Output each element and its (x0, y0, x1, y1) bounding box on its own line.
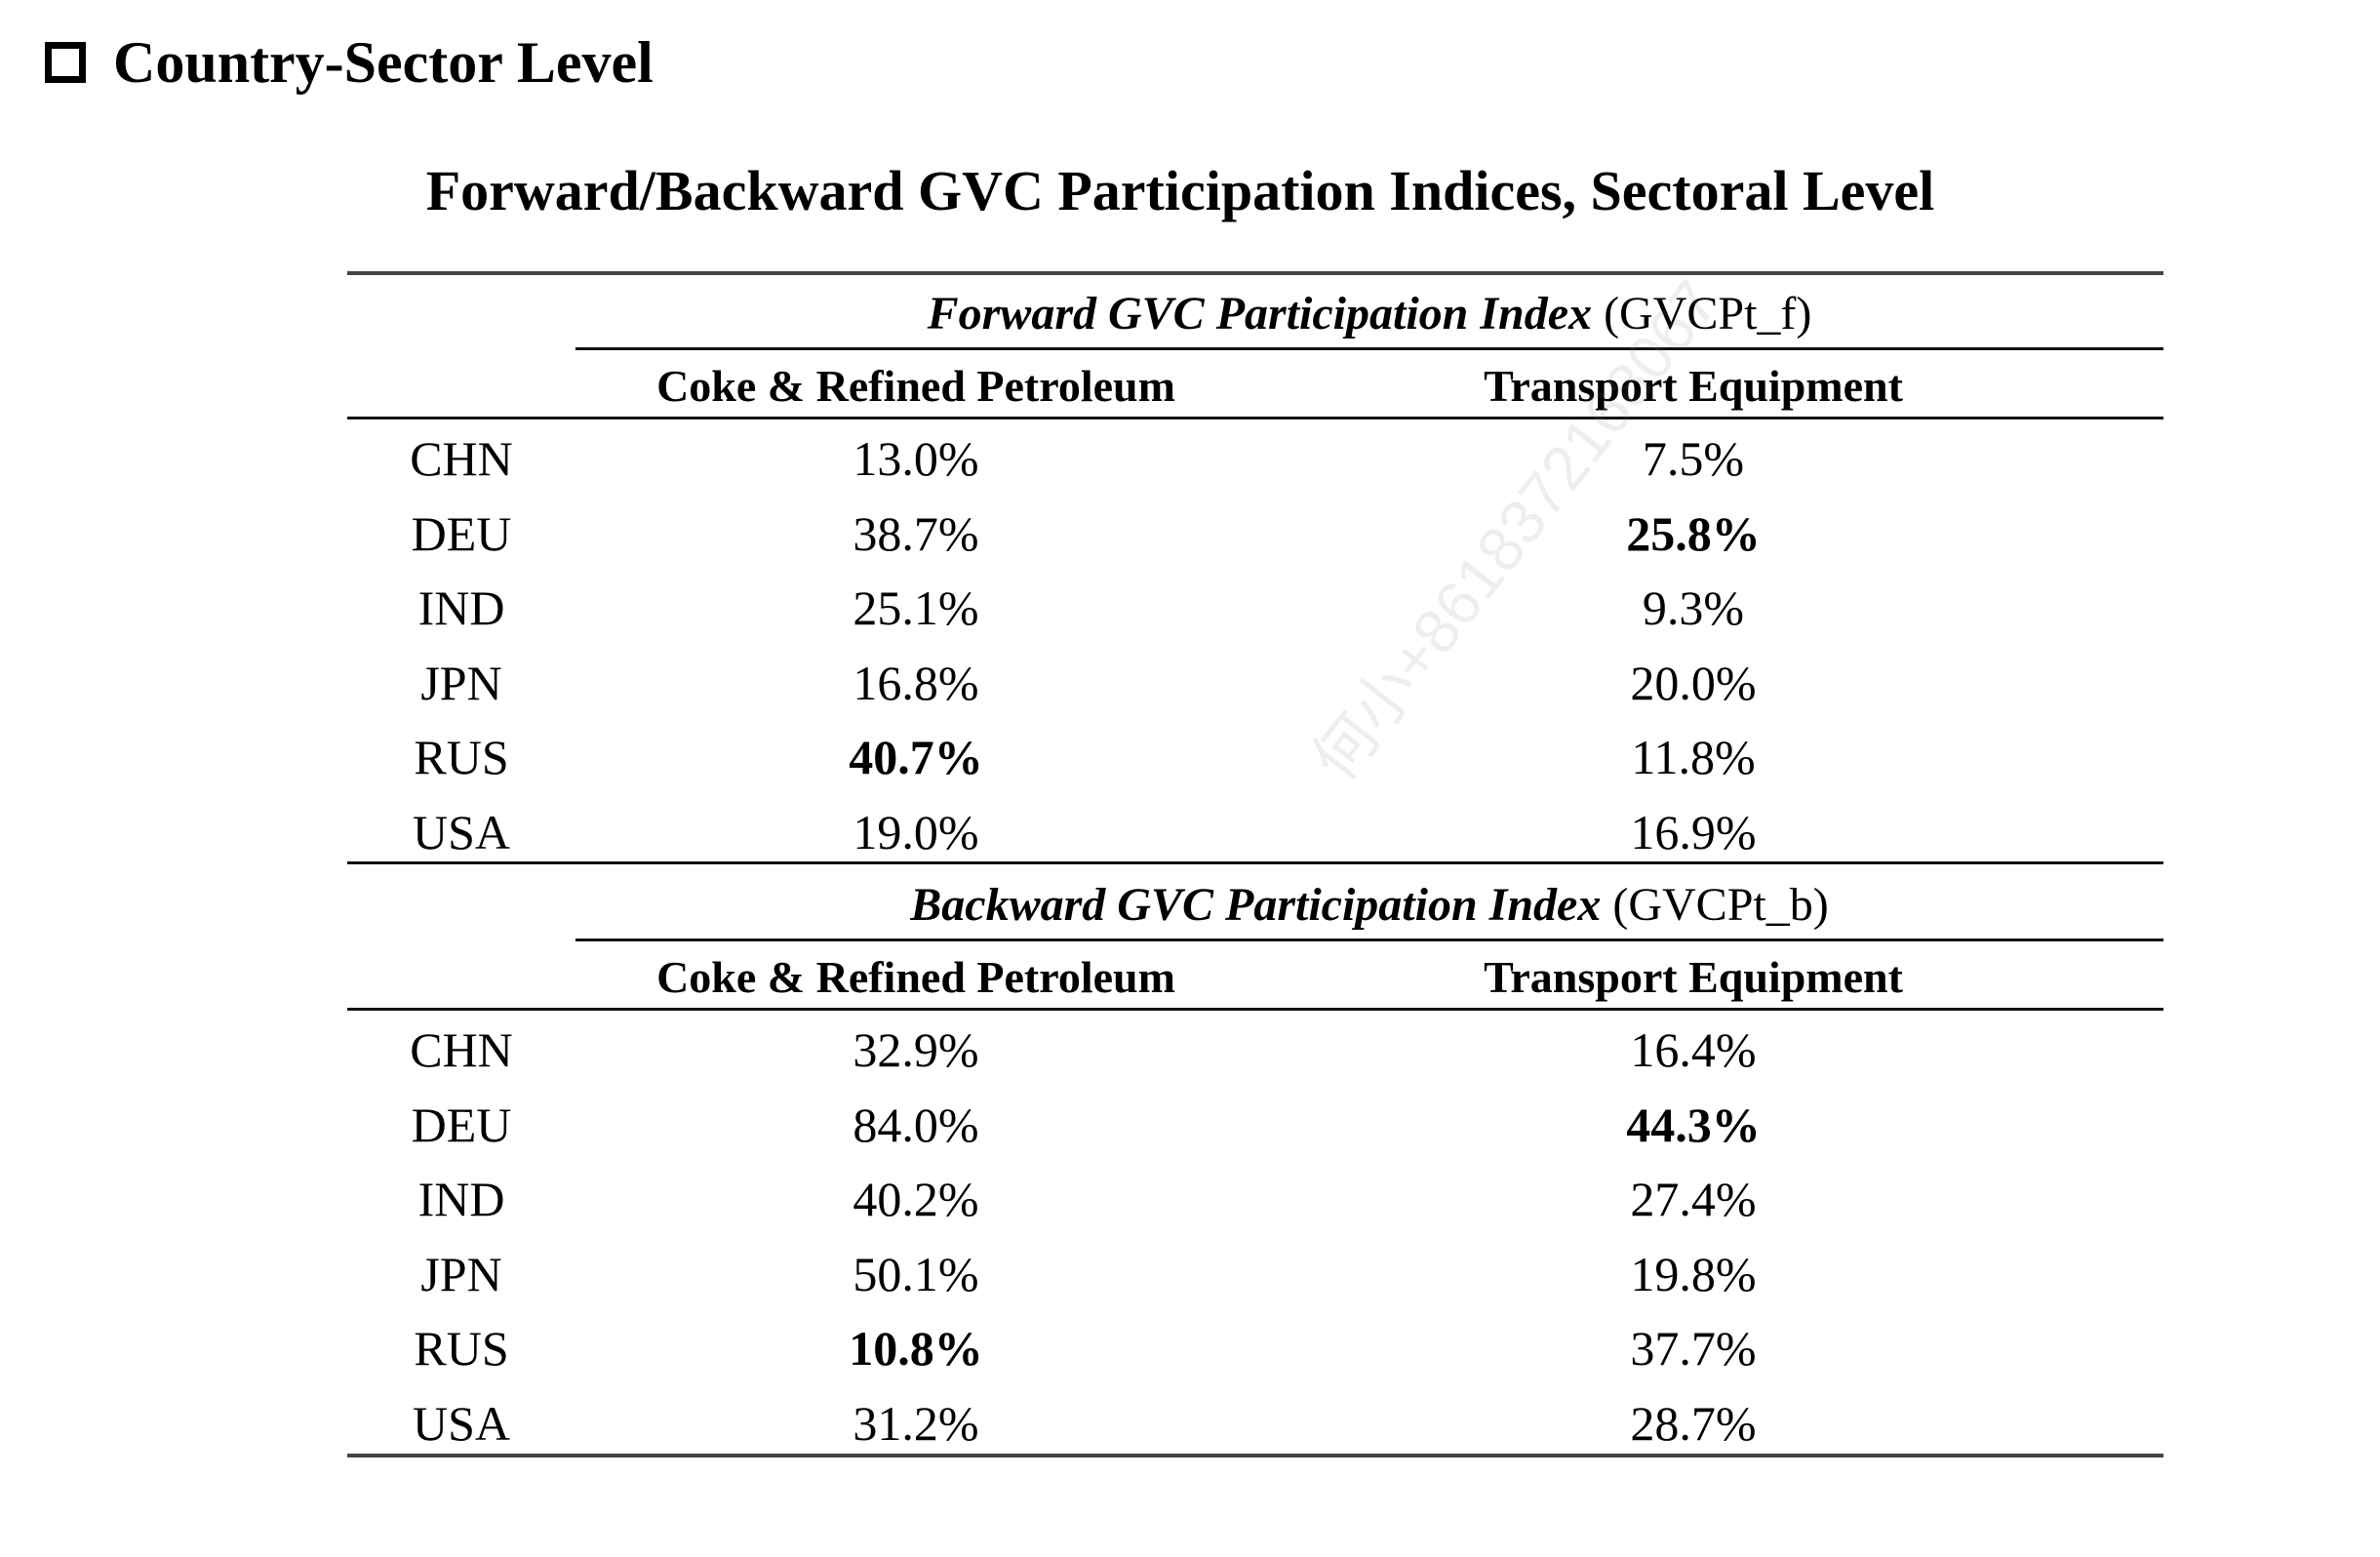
section-heading: Country-Sector Level (45, 21, 654, 103)
country-cell: DEU (411, 505, 512, 561)
value-cell: 31.2% (853, 1395, 979, 1451)
value-cell: 37.7% (1630, 1321, 1757, 1376)
table-title-text: Forward/Backward GVC Participation Indic… (425, 159, 1935, 222)
panel-divider-rule (347, 861, 2163, 864)
value-cell: 44.3% (1626, 1097, 1761, 1152)
country-cell: CHN (410, 1022, 513, 1077)
column-header: Coke & Refined Petroleum (656, 952, 1175, 1002)
country-cell: JPN (420, 655, 502, 710)
column-header: Transport Equipment (1484, 361, 1903, 411)
table-title: Forward/Backward GVC Participation Indic… (0, 156, 2380, 226)
value-cell: 16.9% (1630, 804, 1757, 859)
table-top-rule (347, 271, 2163, 275)
panel-title-suffix: (GVCPt_f) (1592, 288, 1812, 339)
country-cell: RUS (414, 1321, 509, 1376)
checkbox-square-icon (45, 42, 86, 83)
participation-table: Forward GVC Participation Index (GVCPt_f… (347, 271, 2163, 1461)
country-cell: IND (417, 580, 505, 635)
country-cell: IND (417, 1172, 505, 1226)
value-cell: 20.0% (1630, 655, 1757, 710)
value-cell: 13.0% (853, 431, 979, 486)
value-cell: 50.1% (853, 1246, 979, 1301)
value-cell: 38.7% (853, 505, 979, 561)
header-rule (347, 1008, 2163, 1011)
country-cell: USA (412, 804, 511, 859)
value-cell: 25.1% (853, 580, 979, 635)
panel-title: Backward GVC Participation Index (GVCPt_… (575, 874, 2163, 937)
panel-title-suffix: (GVCPt_b) (1601, 879, 1829, 931)
value-cell: 28.7% (1630, 1395, 1757, 1451)
value-cell: 16.4% (1630, 1022, 1757, 1077)
value-cell: 40.7% (849, 730, 983, 784)
value-cell: 7.5% (1642, 431, 1745, 486)
column-header: Coke & Refined Petroleum (656, 361, 1175, 411)
section-title: Country-Sector Level (113, 30, 654, 95)
country-cell: USA (412, 1395, 511, 1451)
country-cell: CHN (410, 431, 513, 486)
panel-title-italic: Backward GVC Participation Index (910, 879, 1602, 931)
value-cell: 9.3% (1642, 580, 1745, 635)
value-cell: 32.9% (853, 1022, 979, 1077)
panel-title: Forward GVC Participation Index (GVCPt_f… (575, 283, 2163, 345)
table-bottom-rule (347, 1454, 2163, 1457)
country-cell: RUS (414, 730, 509, 784)
value-cell: 16.8% (853, 655, 979, 710)
column-header: Transport Equipment (1484, 952, 1903, 1002)
value-cell: 11.8% (1631, 730, 1756, 784)
panel-title-italic: Forward GVC Participation Index (927, 288, 1593, 339)
value-cell: 40.2% (853, 1172, 979, 1226)
value-cell: 19.8% (1630, 1246, 1757, 1301)
value-cell: 27.4% (1630, 1172, 1757, 1226)
header-rule (347, 417, 2163, 419)
country-cell: JPN (420, 1246, 502, 1301)
country-cell: DEU (411, 1097, 512, 1152)
value-cell: 10.8% (849, 1321, 983, 1376)
panel-title-rule (575, 938, 2163, 941)
panel-title-rule (575, 347, 2163, 350)
value-cell: 25.8% (1626, 505, 1761, 561)
value-cell: 19.0% (853, 804, 979, 859)
value-cell: 84.0% (853, 1097, 979, 1152)
